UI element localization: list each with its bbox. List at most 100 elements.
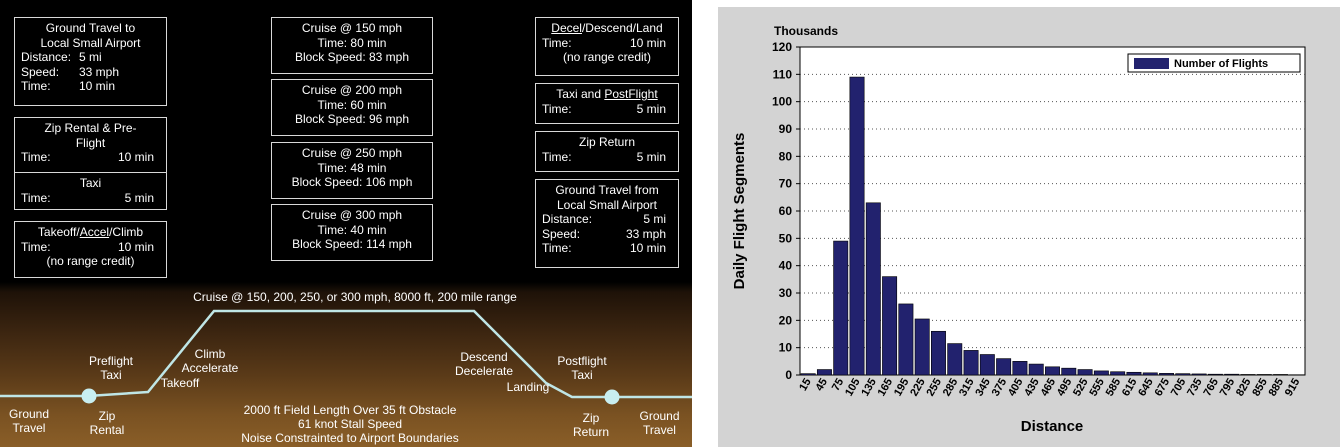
x-tick-label: 765 <box>1201 377 1221 399</box>
y-tick-label: 110 <box>773 67 793 81</box>
box-row: Time: 5 min <box>21 191 160 206</box>
label-line: Travel <box>643 423 676 437</box>
row-key: Time: <box>21 190 51 205</box>
box-row: Time: 5 min <box>542 150 672 165</box>
box-cruise-150: Cruise @ 150 mph Time: 80 min Block Spee… <box>271 17 433 74</box>
row-val: 33 mph <box>79 64 120 79</box>
row-val: 10 min <box>117 239 154 254</box>
label-line: Ground <box>639 409 680 423</box>
x-axis-title: Distance <box>1021 418 1084 435</box>
cruise-profile-label: Cruise @ 150, 200, 250, or 300 mph, 8000… <box>193 290 517 304</box>
bar <box>816 369 832 376</box>
box-line: Local Small Airport <box>556 197 658 212</box>
cruise-time: Time: 60 min <box>317 97 387 112</box>
y-tick-label: 30 <box>779 286 793 300</box>
x-tick-label: 585 <box>1104 377 1124 399</box>
label-line: Descend <box>460 350 508 364</box>
noise-note: Noise Constrainted to Airport Boundaries <box>241 431 459 445</box>
bar <box>1012 361 1028 376</box>
x-tick-label: 435 <box>1022 377 1042 399</box>
bar <box>931 330 946 376</box>
accel-text: Accel <box>79 225 110 239</box>
box-zip-rental: Zip Rental & Pre- Flight Time: 10 min <box>14 117 167 174</box>
box-row: Distance: 5 mi <box>21 50 160 65</box>
label-line: Ground <box>8 407 50 421</box>
row-val: 5 mi <box>79 50 102 64</box>
box-cruise-300: Cruise @ 300 mph Time: 40 min Block Spee… <box>271 204 433 261</box>
box-decel: Decel/Descend/Land Time: 10 min (no range… <box>535 17 679 76</box>
bar <box>1061 367 1077 376</box>
x-tick-label: 195 <box>892 377 912 399</box>
box-cruise-250: Cruise @ 250 mph Time: 48 min Block Spee… <box>271 142 433 199</box>
bar <box>1045 366 1060 376</box>
bar <box>833 240 849 376</box>
takeoff-text: Takeoff/ <box>37 225 80 239</box>
bar <box>1240 374 1256 376</box>
bar <box>1175 373 1191 376</box>
box-ground-travel-to: Ground Travel to Local Small Airport Dis… <box>14 17 167 106</box>
climb-text: /Climb <box>109 225 144 239</box>
bar <box>1224 373 1240 376</box>
label-line: Zip <box>582 411 600 425</box>
x-tick-label: 615 <box>1120 377 1140 399</box>
bar <box>865 202 881 376</box>
label-line: Preflight <box>88 354 134 368</box>
bar <box>800 373 816 376</box>
bar <box>1256 374 1272 376</box>
x-tick-label: 285 <box>941 377 961 399</box>
y-tick-label: 100 <box>772 95 792 109</box>
row-key: Time: <box>542 101 572 116</box>
legend: Number of Flights <box>1127 53 1301 73</box>
box-row: Time: 10 min <box>542 241 672 256</box>
decel-text: Decel <box>551 21 582 35</box>
box-row: Speed: 33 mph <box>21 65 160 80</box>
box-ground-travel-from: Ground Travel from Local Small Airport D… <box>535 179 679 268</box>
x-tick-label: 675 <box>1153 377 1173 399</box>
postflight-taxi-label: Postflight Taxi <box>547 354 617 382</box>
y-tick-label: 50 <box>779 231 793 245</box>
legend-swatch <box>1134 58 1169 69</box>
descend-label: Descend Decelerate <box>444 350 524 378</box>
x-tick-label: 105 <box>843 377 863 399</box>
bar <box>979 354 995 376</box>
x-tick-label: 75 <box>830 377 847 394</box>
label-line: Zip <box>98 409 116 423</box>
zip-return-marker <box>604 389 620 405</box>
descend-text: /Descend/Land <box>581 21 663 35</box>
y-tick-label: 90 <box>779 122 793 136</box>
box-row: Time: 10 min <box>21 150 160 165</box>
bar <box>1093 370 1109 376</box>
box-row: Distance: 5 mi <box>542 212 672 227</box>
row-key: Time: <box>21 239 51 254</box>
field-length-note: 2000 ft Field Length Over 35 ft Obstacle <box>243 403 457 417</box>
box-cruise-200: Cruise @ 200 mph Time: 60 min Block Spee… <box>271 79 433 136</box>
label-line: Postflight <box>557 354 607 368</box>
takeoff-label: Takeoff <box>160 376 200 390</box>
row-val: 10 min <box>117 150 154 164</box>
label-line: Climb <box>194 347 226 361</box>
y-tick-label: 120 <box>772 40 792 54</box>
cruise-time: Time: 80 min <box>317 35 387 50</box>
cruise-time: Time: 48 min <box>317 160 387 175</box>
y-tick-label: 40 <box>779 259 793 273</box>
ground-travel-right-label: Ground Travel <box>632 409 687 437</box>
bar <box>1191 373 1207 376</box>
x-tick-label: 705 <box>1169 377 1189 399</box>
x-tick-label: 645 <box>1136 377 1156 399</box>
row-val: 5 mi <box>643 212 666 226</box>
cruise-title: Cruise @ 250 mph <box>301 146 403 160</box>
units-label: Thousands <box>774 24 838 38</box>
box-line: Takeoff/Accel/Climb <box>21 225 160 240</box>
cruise-block: Block Speed: 96 mph <box>294 112 410 126</box>
legend-box <box>1127 53 1301 73</box>
bar <box>1028 363 1044 376</box>
box-line: (no range credit) <box>46 254 135 268</box>
taxi-and-text: Taxi and <box>556 87 605 101</box>
bar <box>1159 373 1174 376</box>
y-axis: 0 10 20 30 40 50 60 70 80 90 100 110 120 <box>772 40 800 382</box>
bar <box>1207 373 1223 376</box>
box-row: Time: 5 min <box>542 102 672 117</box>
x-tick-label: 45 <box>814 377 831 394</box>
cruise-time: Time: 40 min <box>317 222 387 237</box>
row-val: 5 min <box>124 190 154 205</box>
